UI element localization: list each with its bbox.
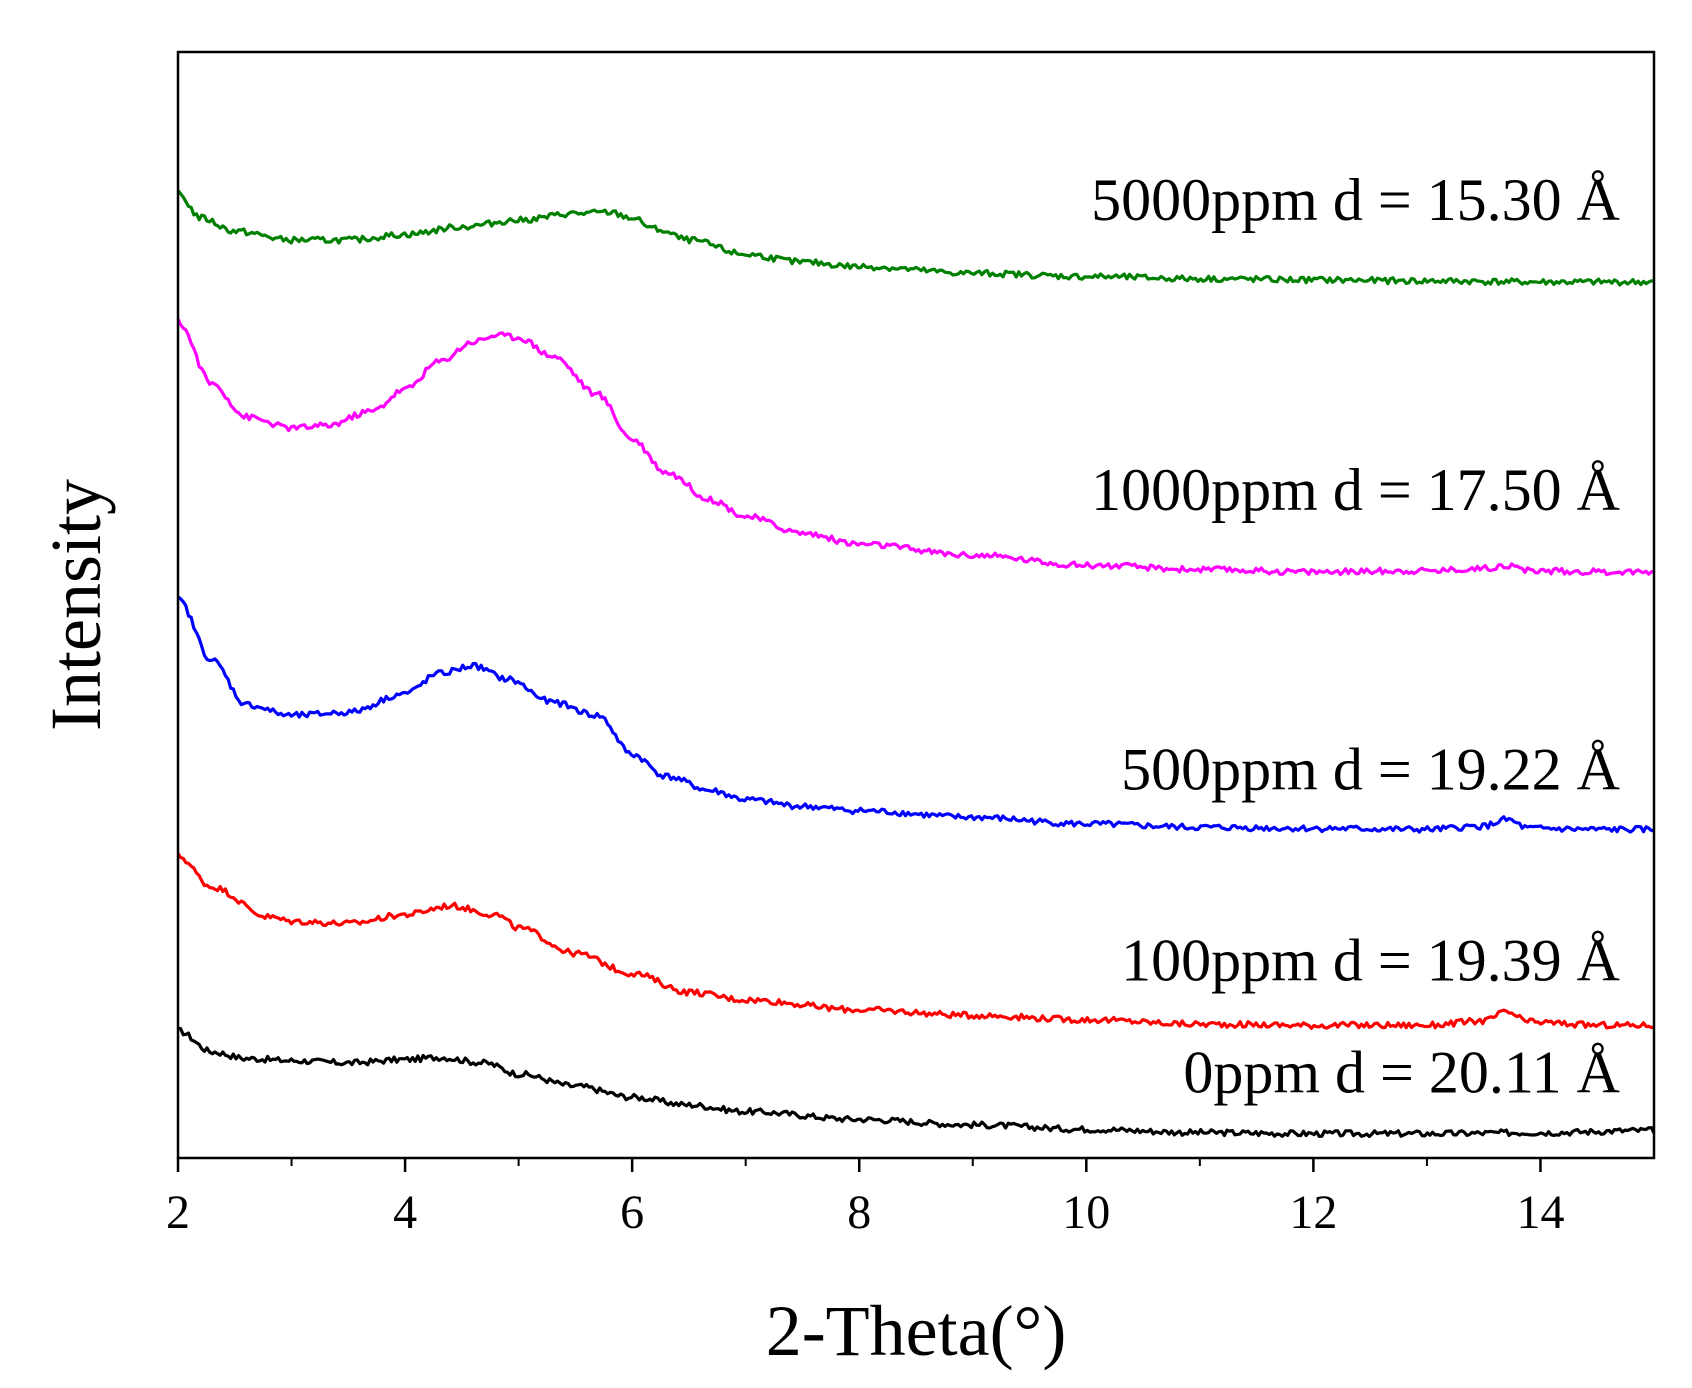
x-tick-label: 4 — [393, 1186, 417, 1239]
series-label-100ppm: 100ppm d = 19.39 Å — [1121, 927, 1620, 993]
x-tick-label: 12 — [1289, 1186, 1337, 1239]
x-axis-label: 2-Theta(°) — [766, 1291, 1067, 1371]
x-tick-label: 14 — [1516, 1186, 1564, 1239]
series-label-0ppm: 0ppm d = 20.11 Å — [1183, 1039, 1620, 1105]
series-line-500ppm — [177, 595, 1655, 834]
series-line-1000ppm — [176, 318, 1655, 577]
series-layer — [176, 189, 1656, 1139]
series-label-500ppm: 500ppm d = 19.22 Å — [1121, 737, 1620, 803]
series-line-0ppm — [177, 1026, 1656, 1139]
plot-frame — [176, 50, 1656, 1160]
series-label-layer: 0ppm d = 20.11 Å 100ppm d = 19.39 Å 500ppm… — [1091, 167, 1620, 1105]
x-tick-label: 8 — [847, 1186, 871, 1239]
x-tick-label: 6 — [620, 1186, 644, 1239]
x-axis-ticks: 2 4 6 8 10 12 14 — [166, 1158, 1564, 1239]
x-tick-label: 10 — [1062, 1186, 1110, 1239]
series-label-5000ppm: 5000ppm d = 15.30 Å — [1091, 167, 1620, 233]
series-label-1000ppm: 1000ppm d = 17.50 Å — [1091, 457, 1620, 523]
x-tick-label: 2 — [166, 1186, 190, 1239]
series-line-100ppm — [176, 852, 1655, 1030]
y-axis-label: Intensity — [36, 479, 116, 731]
series-line-5000ppm — [176, 189, 1655, 287]
